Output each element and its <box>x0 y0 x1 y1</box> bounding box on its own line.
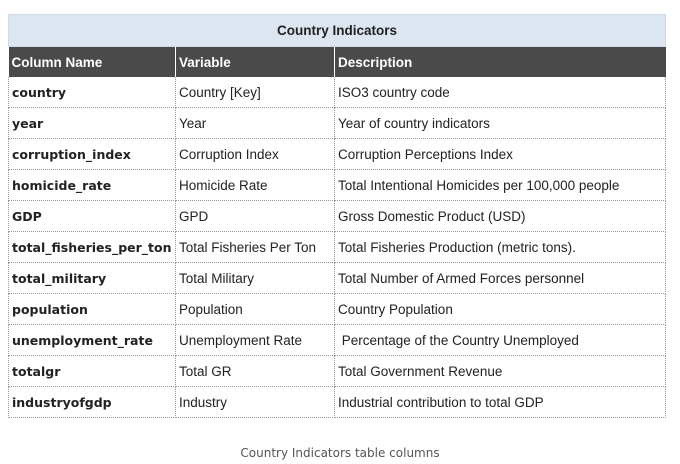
cell-description: Year of country indicators <box>334 107 667 139</box>
cell-variable: Industry <box>175 386 335 418</box>
cell-variable: Total Fisheries Per Ton <box>175 231 335 263</box>
table-row: industryofgdp Industry Industrial contribu… <box>8 386 667 418</box>
table-title-row: Country Indicators <box>7 14 667 47</box>
cell-description: Corruption Perceptions Index <box>334 138 667 170</box>
country-indicators-table: Country Indicators Column Name Variable … <box>7 14 667 418</box>
cell-description: Total Intentional Homicides per 100,000 … <box>334 169 667 201</box>
table-body: country Country [Key] ISO3 country code yea… <box>8 77 667 418</box>
cell-column-name: population <box>8 293 176 325</box>
cell-variable: Homicide Rate <box>175 169 335 201</box>
cell-description: Country Population <box>334 293 667 325</box>
cell-description: Total Fisheries Production (metric tons)… <box>334 231 667 263</box>
table-row: country Country [Key] ISO3 country code <box>8 77 667 108</box>
header-column-name: Column Name <box>8 46 176 77</box>
table-row: total_military Total Military Total Number… <box>8 262 667 294</box>
table-row: total_fisheries_per_ton Total Fisheries P… <box>8 231 667 263</box>
table-row: year Year Year of country indicators <box>8 107 667 139</box>
table-row: totalgr Total GR Total Government Revenue <box>8 355 667 387</box>
cell-column-name: total_military <box>8 262 176 294</box>
cell-description: Percentage of the Country Unemployed <box>334 324 667 356</box>
cell-variable: Year <box>175 107 335 139</box>
header-description: Description <box>334 46 666 77</box>
cell-variable: Unemployment Rate <box>175 324 335 356</box>
table-row: GDP GPD Gross Domestic Product (USD) <box>8 200 667 232</box>
table-header-row: Column Name Variable Description <box>8 46 666 77</box>
cell-description: Total Number of Armed Forces personnel <box>334 262 667 294</box>
cell-variable: Country [Key] <box>175 77 335 108</box>
cell-column-name: GDP <box>8 200 176 232</box>
table-row: corruption_index Corruption Index Corrupti… <box>8 138 667 170</box>
table-row: unemployment_rate Unemployment Rate Perce… <box>8 324 667 356</box>
cell-column-name: industryofgdp <box>8 386 176 418</box>
country-indicators-table-wrapper: Country Indicators Column Name Variable … <box>7 14 667 418</box>
cell-description: Gross Domestic Product (USD) <box>334 200 667 232</box>
cell-variable: Population <box>175 293 335 325</box>
cell-column-name: corruption_index <box>8 138 176 170</box>
cell-column-name: homicide_rate <box>8 169 176 201</box>
cell-column-name: unemployment_rate <box>8 324 176 356</box>
table-row: homicide_rate Homicide Rate Total Intentio… <box>8 169 667 201</box>
cell-description: ISO3 country code <box>334 77 667 108</box>
cell-column-name: year <box>8 107 176 139</box>
cell-column-name: total_fisheries_per_ton <box>8 231 176 263</box>
table-caption: Country Indicators table columns <box>240 446 440 460</box>
cell-variable: GPD <box>175 200 335 232</box>
cell-description: Industrial contribution to total GDP <box>334 386 667 418</box>
cell-variable: Corruption Index <box>175 138 335 170</box>
cell-column-name: country <box>8 77 176 108</box>
cell-column-name: totalgr <box>8 355 176 387</box>
table-row: population Population Country Population <box>8 293 667 325</box>
header-variable: Variable <box>175 46 335 77</box>
cell-variable: Total GR <box>175 355 335 387</box>
cell-description: Total Government Revenue <box>334 355 667 387</box>
table-title: Country Indicators <box>7 14 667 47</box>
cell-variable: Total Military <box>175 262 335 294</box>
